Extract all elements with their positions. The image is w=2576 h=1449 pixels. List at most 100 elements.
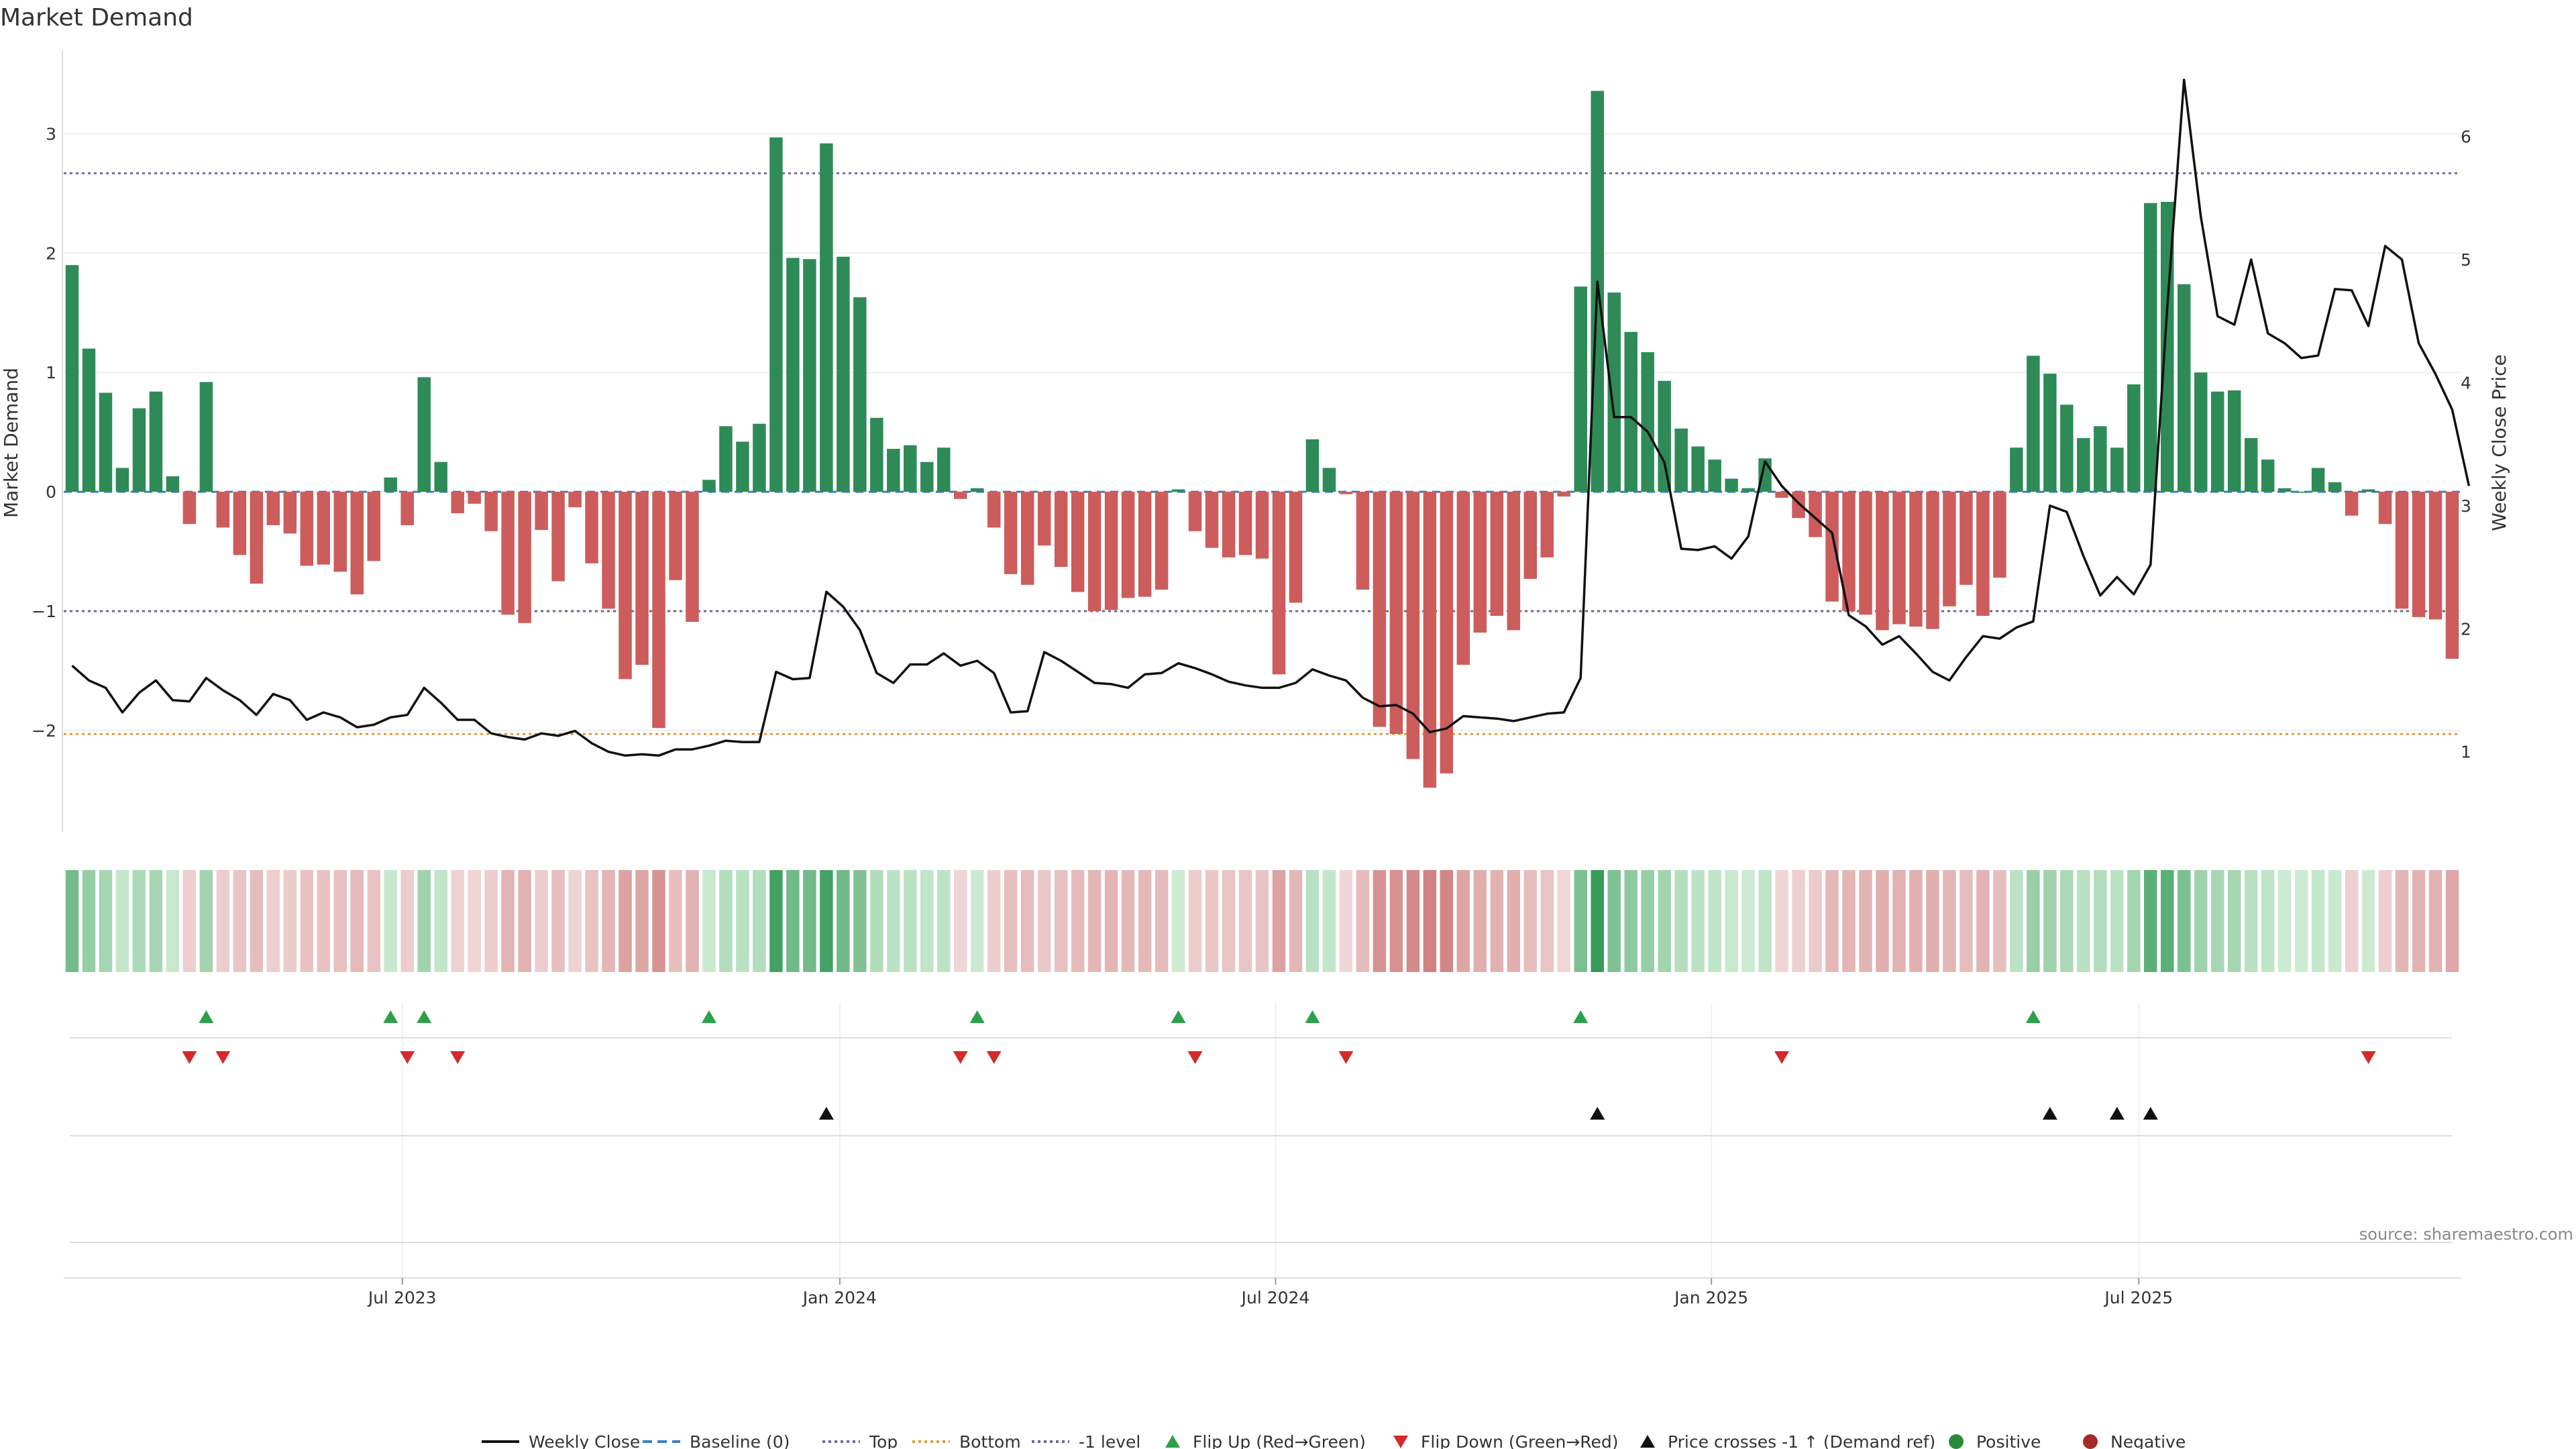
demand-bar <box>702 480 716 492</box>
heat-cell <box>2110 870 2124 972</box>
right-tick-label: 3 <box>2461 496 2471 516</box>
demand-bar <box>132 408 146 492</box>
demand-bar <box>1909 492 1923 627</box>
heat-cell <box>2094 870 2107 972</box>
legend-label: Bottom <box>959 1432 1021 1449</box>
demand-bar <box>954 492 967 499</box>
demand-bar <box>1658 380 1671 492</box>
flip-down-marker <box>1338 1051 1354 1064</box>
heat-cell <box>820 870 833 972</box>
demand-bar <box>870 417 883 492</box>
heat-cell <box>1071 870 1085 972</box>
heat-cell <box>1238 870 1252 972</box>
demand-bar <box>1993 492 2006 578</box>
flip-up-marker <box>701 1010 716 1023</box>
demand-bar <box>1054 492 1068 568</box>
heat-cell <box>1020 870 1034 972</box>
demand-bar <box>853 297 867 492</box>
price-cross-marker <box>2042 1107 2057 1120</box>
heat-cell <box>99 870 113 972</box>
heat-cell <box>1960 870 1973 972</box>
flip-down-marker <box>215 1051 231 1064</box>
demand-bars <box>65 91 2459 788</box>
heat-cell <box>2144 870 2157 972</box>
demand-bar <box>1071 492 1085 592</box>
demand-bar <box>1641 352 1654 492</box>
x-tick-label: Jul 2025 <box>2103 1288 2173 1307</box>
demand-bar <box>1389 492 1403 735</box>
demand-bar <box>2378 492 2392 525</box>
demand-bar <box>820 143 833 492</box>
demand-bar <box>1138 492 1152 597</box>
heat-cell <box>1557 870 1570 972</box>
heat-cell <box>1188 870 1202 972</box>
price-cross-marker <box>1590 1107 1605 1120</box>
legend-glyph-triangle-down <box>1393 1436 1408 1448</box>
heat-cell <box>585 870 598 972</box>
heat-cell <box>434 870 447 972</box>
heat-cell <box>887 870 900 972</box>
heat-cell <box>233 870 247 972</box>
heat-cell <box>1926 870 1939 972</box>
heat-cell <box>2328 870 2342 972</box>
demand-bar <box>2144 203 2157 492</box>
left-tick-label: 3 <box>46 125 56 144</box>
flip-up-marker <box>383 1010 398 1023</box>
heat-cell <box>1859 870 1872 972</box>
demand-bar <box>2094 426 2107 492</box>
heat-cell <box>1758 870 1772 972</box>
demand-bar <box>199 382 213 492</box>
heat-cell <box>987 870 1001 972</box>
demand-bar <box>769 137 783 492</box>
demand-bar <box>2277 488 2292 492</box>
demand-bar <box>1809 492 1822 537</box>
heat-cell <box>736 870 749 972</box>
heat-cell <box>1658 870 1671 972</box>
heat-cell <box>1876 870 1889 972</box>
demand-bar <box>250 492 264 584</box>
heat-cell <box>2177 870 2191 972</box>
demand-bar <box>1960 492 1973 585</box>
flip-up-marker <box>417 1010 432 1023</box>
heat-cell <box>1305 870 1320 972</box>
right-axis-label: Weekly Close Price <box>2488 354 2510 531</box>
demand-bar <box>300 492 314 566</box>
heat-cell <box>1440 870 1454 972</box>
x-axis-ticks: Jul 2023 Jan 2024 Jul 2024 Jan 2025 Jul 2025 <box>367 1278 2173 1307</box>
heat-cell <box>283 870 297 972</box>
price-cross-marker <box>2109 1107 2125 1120</box>
left-tick-label: −1 <box>32 602 56 621</box>
heat-cell <box>266 870 280 972</box>
demand-bar <box>887 449 900 492</box>
heat-cell <box>786 870 800 972</box>
heat-cell <box>1272 870 1286 972</box>
demand-bar <box>2127 384 2141 492</box>
demand-bar <box>182 492 197 525</box>
demand-bar <box>937 447 951 492</box>
demand-bar <box>1305 439 1320 492</box>
heat-cell <box>904 870 917 972</box>
price-cross-marker <box>2143 1107 2158 1120</box>
demand-bar <box>2311 468 2325 492</box>
heat-cell <box>619 870 632 972</box>
heat-cell <box>769 870 783 972</box>
demand-bar <box>1037 492 1051 546</box>
heat-cell <box>115 870 129 972</box>
heat-cell <box>518 870 531 972</box>
demand-bar <box>2043 374 2057 492</box>
heat-cell <box>2361 870 2375 972</box>
demand-bar <box>2077 438 2090 492</box>
chart-title: Market Demand <box>0 4 193 32</box>
heat-cell <box>400 870 414 972</box>
legend-label: Top <box>869 1432 898 1449</box>
heat-cell <box>1356 870 1370 972</box>
demand-bar <box>283 492 297 534</box>
heat-cell <box>1792 870 1805 972</box>
event-markers <box>70 1010 2452 1243</box>
heat-cell <box>2445 870 2459 972</box>
demand-bar <box>2395 492 2409 609</box>
flip-down-marker <box>986 1051 1002 1064</box>
demand-bar <box>1020 492 1034 585</box>
demand-bar <box>1188 492 1202 531</box>
